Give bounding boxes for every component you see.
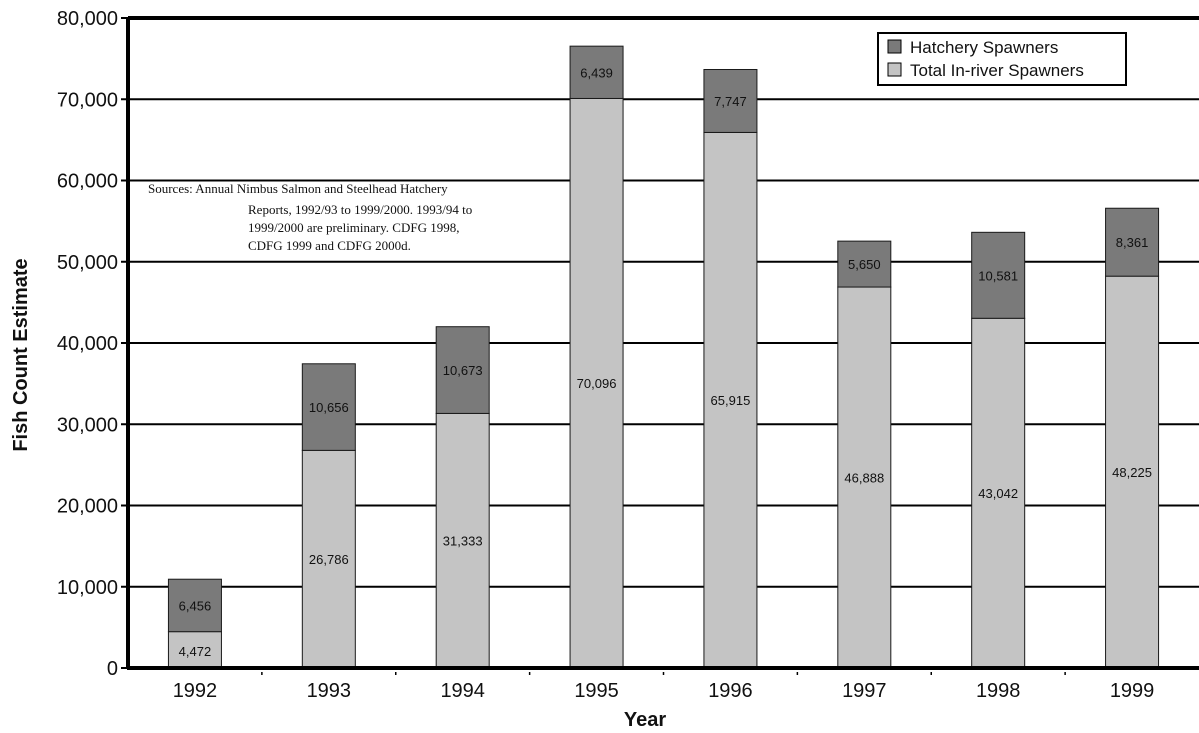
x-tick-label: 1993 — [307, 680, 352, 702]
data-label-inriver-1999: 48,225 — [1112, 465, 1152, 480]
legend-label-inriver: Total In-river Spawners — [910, 61, 1084, 80]
bar-hatchery-1999 — [1105, 207, 1160, 277]
sources-line-2: Reports, 1992/93 to 1999/2000. 1993/94 t… — [248, 202, 472, 217]
bar-hatchery-1996 — [703, 68, 758, 133]
y-tick-label: 50,000 — [57, 252, 118, 274]
y-tick-label: 30,000 — [57, 414, 118, 436]
x-tick-label: 1998 — [976, 680, 1021, 702]
bar-inriver-1998 — [971, 317, 1026, 669]
data-label-hatchery-1992: 6,456 — [179, 598, 212, 613]
bar-inriver-1997 — [837, 286, 892, 669]
y-tick-label: 80,000 — [57, 8, 118, 30]
y-tick-label: 60,000 — [57, 171, 118, 193]
gridlines — [128, 98, 1199, 588]
x-tick-label: 1992 — [173, 680, 218, 702]
data-label-hatchery-1996: 7,747 — [714, 94, 747, 109]
x-tick-label: 1996 — [708, 680, 753, 702]
bar-hatchery-1997 — [837, 240, 892, 288]
legend-swatch-hatchery — [887, 39, 902, 54]
data-label-inriver-1998: 43,042 — [978, 486, 1018, 501]
x-tick-label: 1999 — [1110, 680, 1155, 702]
bar-hatchery-1992 — [167, 578, 222, 633]
y-tick-label: 0 — [107, 658, 118, 680]
bar-hatchery-1995 — [569, 45, 624, 99]
y-tick-label: 10,000 — [57, 577, 118, 599]
y-tick-label: 70,000 — [57, 89, 118, 111]
x-tick-label: 1994 — [440, 680, 485, 702]
labels: 0 10,000 20,000 30,000 40,000 50,000 60,000 70,… — [57, 8, 1154, 702]
legend: Hatchery Spawners Total In-river Spawner… — [877, 32, 1127, 86]
data-label-hatchery-1994: 10,673 — [443, 363, 483, 378]
data-label-inriver-1992: 4,472 — [179, 644, 212, 659]
x-axis-title: Year — [624, 709, 666, 731]
legend-box — [877, 32, 1127, 86]
x-tick-label: 1997 — [842, 680, 887, 702]
data-label-inriver-1996: 65,915 — [711, 393, 751, 408]
bars — [167, 45, 1160, 669]
bar-inriver-1996 — [703, 131, 758, 669]
bar-hatchery-1993 — [301, 363, 356, 451]
y-axis-title: Fish Count Estimate — [10, 258, 32, 451]
sources-annotation: Sources: Annual Nimbus Salmon and Steelh… — [148, 181, 472, 253]
y-tick-label: 40,000 — [57, 333, 118, 355]
x-tick-label: 1995 — [574, 680, 619, 702]
bar-inriver-1999 — [1105, 275, 1160, 669]
y-tick-label: 20,000 — [57, 496, 118, 518]
data-label-inriver-1994: 31,333 — [443, 534, 483, 549]
data-label-inriver-1995: 70,096 — [577, 376, 617, 391]
bar-inriver-1994 — [435, 412, 490, 669]
bar-inriver-1993 — [301, 449, 356, 669]
bar-inriver-1995 — [569, 97, 624, 669]
data-label-hatchery-1995: 6,439 — [580, 65, 613, 80]
data-label-hatchery-1997: 5,650 — [848, 257, 881, 272]
axes — [121, 16, 1199, 675]
data-label-hatchery-1999: 8,361 — [1116, 235, 1149, 250]
data-label-hatchery-1993: 10,656 — [309, 400, 349, 415]
sources-line-1: Sources: Annual Nimbus Salmon and Steelh… — [148, 181, 448, 196]
legend-swatch-inriver — [887, 62, 902, 77]
data-label-hatchery-1998: 10,581 — [978, 268, 1018, 283]
bar-hatchery-1994 — [435, 326, 490, 414]
sources-line-4: CDFG 1999 and CDFG 2000d. — [248, 238, 411, 253]
legend-label-hatchery: Hatchery Spawners — [910, 38, 1058, 57]
data-label-inriver-1993: 26,786 — [309, 552, 349, 567]
data-label-inriver-1997: 46,888 — [844, 471, 884, 486]
sources-line-3: 1999/2000 are preliminary. CDFG 1998, — [248, 220, 459, 235]
bar-hatchery-1998 — [971, 231, 1026, 319]
